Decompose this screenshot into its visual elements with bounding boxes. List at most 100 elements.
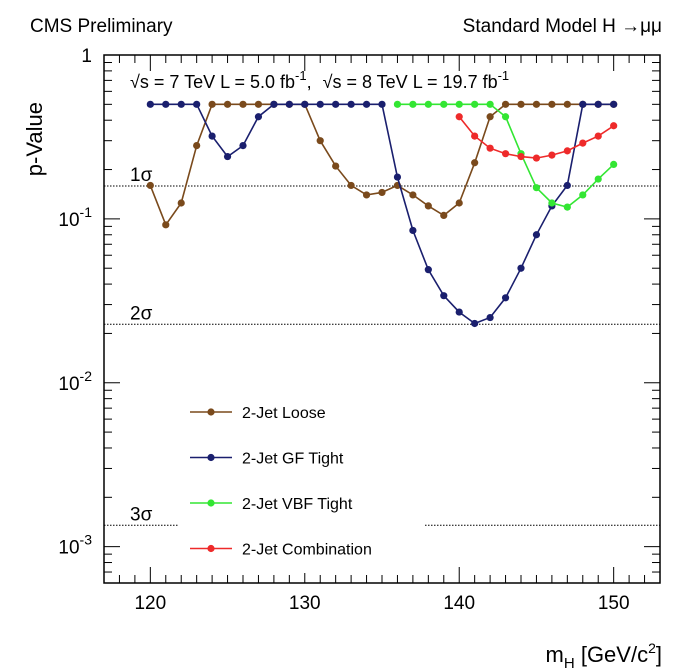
sigma-label-3: 3σ [130, 504, 153, 525]
series-line-1 [149, 103, 614, 227]
series-2-point [424, 266, 432, 274]
series-2-point [440, 292, 448, 300]
series-1-point [548, 100, 556, 108]
series-1-point [239, 100, 247, 108]
series-4-point [532, 154, 541, 162]
series-2-point [471, 319, 479, 328]
series-3-point [532, 184, 541, 192]
energy-7tev-label: √s = 7 TeV L = 5.0 fb [130, 72, 295, 92]
series-1-point [501, 100, 510, 108]
series-4-point [579, 139, 587, 147]
svg-text:√s = 7 TeV L = 5.0 fb-1,: √s = 7 TeV L = 5.0 fb-1, √s = 8 TeV L = … [130, 68, 509, 92]
series-3-point [471, 100, 479, 108]
series-2-point [378, 100, 386, 108]
series-1-point [316, 137, 324, 145]
series-4-point [563, 147, 571, 155]
series-3-point [440, 100, 448, 108]
series-1-point [517, 100, 525, 108]
legend-entry-4: 2-Jet Combination [242, 542, 372, 559]
x-tick-label: 140 [443, 593, 475, 614]
series-2-point [517, 264, 525, 272]
x-axis-label-end: ] [656, 642, 662, 667]
x-tick-label: 120 [134, 593, 166, 614]
series-2-point [610, 100, 618, 108]
series-2-point [347, 100, 355, 108]
legend: 2-Jet Loose 2-Jet GF Tight 2-Jet VBF Tight… [178, 385, 424, 573]
series-2-point [501, 294, 510, 302]
series-3-point [486, 100, 494, 108]
axis-ticks: 120 130 140 150 1 10-1 10-2 10-3 [58, 46, 660, 614]
series-2-point [362, 100, 371, 108]
chart-header-left: CMS Preliminary [30, 16, 173, 37]
series-1-point [162, 221, 170, 229]
series-2-point [223, 152, 232, 161]
series-2-point [563, 181, 571, 190]
series-3-point [393, 100, 402, 108]
legend-entry-2: 2-Jet GF Tight [242, 451, 344, 468]
x-axis-label-superscript: 2 [648, 640, 656, 656]
series-2-point [301, 100, 309, 108]
series-2-point [270, 100, 278, 108]
series-4-point [610, 122, 618, 130]
x-axis-label-unit: [GeV/c [575, 642, 648, 667]
series-3-point [579, 191, 587, 199]
series-1-point [362, 191, 371, 199]
series-2-point [146, 100, 154, 108]
series-2-point [579, 100, 587, 108]
series-3-point [424, 100, 432, 108]
series-1-point [208, 100, 216, 108]
series-2-point [455, 308, 463, 316]
series-4-point [548, 151, 556, 159]
legend-background [178, 385, 424, 573]
y-axis-label: p-Value [22, 102, 47, 176]
series-lines [146, 100, 618, 328]
series-3-point [455, 100, 463, 108]
series-1-point [563, 100, 571, 108]
series-1-point [486, 113, 494, 121]
series-1-point [193, 142, 201, 150]
series-2-point [486, 313, 494, 322]
chart-header-right: Standard Model H →μμ [463, 16, 662, 37]
series-2-point [409, 226, 417, 235]
series-1-point [254, 100, 263, 108]
series-1-point [177, 199, 185, 207]
sigma-label-1: 1σ [130, 165, 153, 186]
series-3-point [409, 100, 417, 108]
series-4-point [594, 132, 602, 140]
series-2-point [208, 132, 216, 140]
x-axis-label: mH [GeV/c2] [546, 640, 662, 672]
x-axis-label-subscript: H [564, 655, 575, 672]
series-2-point [239, 142, 247, 150]
series-1-point [378, 188, 386, 197]
y-tick-label: 10-1 [58, 204, 92, 231]
series-1-point [471, 159, 479, 167]
sigma-label-2: 2σ [130, 303, 153, 324]
series-4-point [501, 150, 510, 158]
series-2-point [177, 100, 185, 108]
series-3-point [610, 160, 618, 169]
x-tick-label: 130 [289, 593, 321, 614]
y-tick-label: 10-2 [58, 368, 92, 395]
energy-8tev-exponent: -1 [498, 68, 510, 83]
series-3-point [501, 113, 510, 121]
series-line-2 [150, 103, 614, 325]
series-2-point [162, 100, 170, 108]
legend-swatch-marker-1 [207, 408, 215, 416]
series-2-point [532, 231, 541, 239]
series-1-point [440, 211, 448, 220]
series-4-point [455, 113, 463, 121]
energy-7tev-exponent: -1 [295, 68, 307, 83]
y-tick-label: 10-3 [58, 532, 92, 559]
series-4-point [517, 152, 525, 161]
series-1-point [424, 202, 432, 210]
series-2-point [285, 100, 293, 108]
series-1-point [455, 199, 463, 207]
series-1-point [347, 181, 355, 190]
series-1-point [146, 181, 154, 190]
series-1-point [332, 162, 340, 170]
legend-entry-3: 2-Jet VBF Tight [242, 496, 353, 513]
energy-8tev-label: √s = 8 TeV L = 19.7 fb [323, 72, 498, 92]
series-1-point [532, 100, 541, 108]
energy-luminosity-label: √s = 7 TeV L = 5.0 fb-1, √s = 8 TeV L = … [130, 68, 509, 92]
